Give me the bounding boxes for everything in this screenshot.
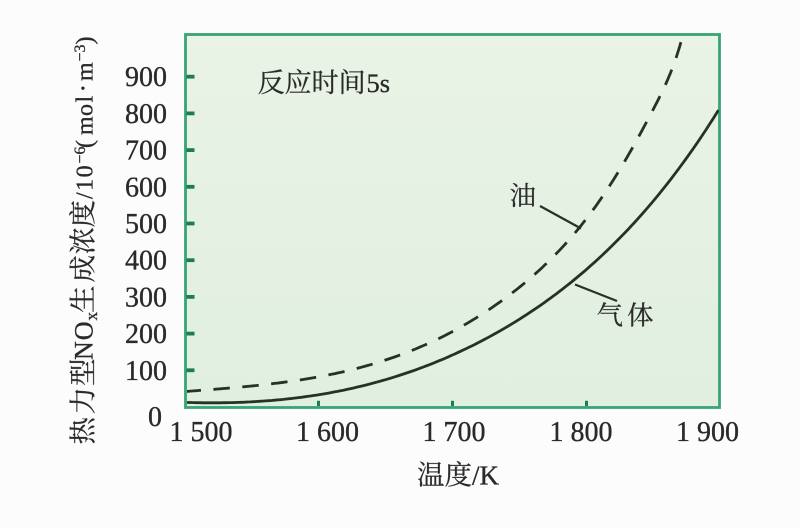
svg-text:1 800: 1 800 (550, 417, 613, 448)
svg-text:): ) (73, 37, 99, 45)
svg-text:l: l (73, 96, 99, 103)
svg-text:400: 400 (125, 246, 167, 277)
svg-text:(: ( (73, 140, 99, 148)
svg-text:0: 0 (148, 402, 162, 433)
svg-text:500: 500 (125, 209, 167, 240)
svg-text:1 700: 1 700 (423, 417, 486, 448)
svg-text:/K: /K (472, 461, 500, 491)
svg-text:800: 800 (125, 99, 167, 130)
svg-text:m: m (73, 116, 99, 135)
svg-text:m: m (73, 62, 99, 81)
svg-text:1 900: 1 900 (676, 417, 739, 448)
svg-text:200: 200 (125, 319, 167, 350)
svg-text:NO: NO (70, 320, 99, 360)
svg-text:/10: /10 (73, 164, 99, 199)
svg-text:o: o (73, 104, 99, 116)
svg-text:1 500: 1 500 (170, 417, 233, 448)
svg-text:100: 100 (125, 356, 167, 387)
svg-text:−3: −3 (72, 44, 89, 61)
svg-text:·: · (69, 84, 98, 93)
svg-text:5s: 5s (367, 68, 391, 98)
svg-text:1 600: 1 600 (296, 417, 359, 448)
svg-text:700: 700 (125, 136, 167, 167)
svg-text:−6: −6 (72, 146, 89, 163)
svg-text:300: 300 (125, 282, 167, 313)
svg-text:900: 900 (125, 62, 167, 93)
svg-text:x: x (82, 312, 101, 321)
svg-text:600: 600 (125, 172, 167, 203)
